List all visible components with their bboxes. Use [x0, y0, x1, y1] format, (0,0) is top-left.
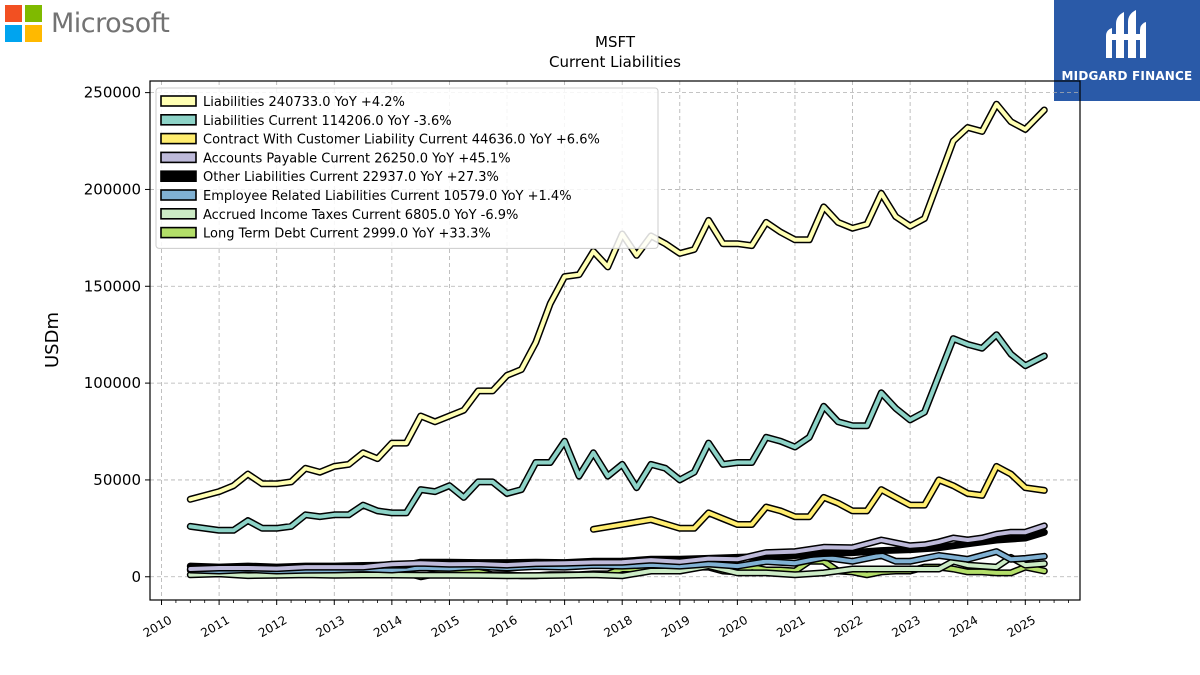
x-tick-label: 2013: [314, 613, 347, 640]
company-logo: Microsoft: [5, 5, 170, 42]
x-tick-label: 2023: [889, 613, 922, 640]
y-tick-label: 250000: [84, 84, 141, 102]
legend-label: Accrued Income Taxes Current 6805.0 YoY …: [203, 208, 518, 223]
legend-label: Contract With Customer Liability Current…: [203, 133, 600, 148]
y-tick-label: 0: [131, 568, 141, 586]
y-tick-label: 50000: [93, 471, 141, 489]
series-outline-1: [186, 331, 1048, 534]
publisher-name: MIDGARD FINANCE: [1061, 69, 1193, 83]
legend-swatch: [160, 226, 197, 239]
legend-swatch: [160, 208, 197, 220]
legend-label: Other Liabilities Current 22937.0 YoY +2…: [203, 170, 499, 185]
y-axis-label: USDm: [42, 312, 63, 368]
x-tick-label: 2022: [832, 613, 865, 640]
x-tick-label: 2012: [256, 613, 289, 640]
x-tick-label: 2016: [486, 613, 519, 640]
series-line-1: [188, 332, 1047, 533]
x-tick-label: 2015: [429, 613, 462, 640]
x-tick-label: 2018: [601, 613, 634, 640]
legend-swatch: [160, 170, 197, 182]
x-tick-label: 2024: [947, 613, 980, 640]
legend-label: Accounts Payable Current 26250.0 YoY +45…: [203, 151, 511, 166]
y-tick-label: 200000: [84, 180, 141, 198]
legend-label: Employee Related Liabilities Current 105…: [203, 189, 572, 204]
legend-swatch: [160, 95, 197, 107]
chart-subtitle: Current Liabilities: [549, 53, 681, 71]
legend-label: Liabilities 240733.0 YoY +4.2%: [203, 95, 405, 110]
plot-frame: [149, 80, 1081, 601]
x-tick-label: 2025: [1005, 613, 1038, 640]
x-tick-label: 2020: [717, 613, 750, 640]
company-name: Microsoft: [51, 8, 170, 39]
series-line-3: [188, 523, 1047, 571]
legend-swatch: [160, 189, 197, 201]
legend-swatch: [160, 132, 197, 145]
legend: Liabilities 240733.0 YoY +4.2% Liabilitie…: [155, 87, 659, 249]
series-line-2: [591, 464, 1047, 532]
legend-box: [155, 87, 659, 249]
x-tick-label: 2019: [659, 613, 692, 640]
x-tick-label: 2011: [198, 613, 231, 640]
y-tick-label: 150000: [84, 277, 141, 295]
microsoft-windows-icon: [5, 5, 42, 42]
legend-label: Liabilities Current 114206.0 YoY -3.6%: [203, 114, 452, 129]
x-tick-label: 2014: [371, 613, 404, 640]
legend-swatch: [160, 114, 197, 126]
chart-title: MSFT: [595, 33, 636, 51]
series-line-6: [188, 555, 1047, 578]
y-tick-label: 100000: [84, 374, 141, 392]
x-tick-label: 2017: [544, 613, 577, 640]
series-outline-2: [589, 462, 1048, 533]
legend-label: Long Term Debt Current 2999.0 YoY +33.3%: [203, 227, 491, 242]
publisher-logo: MIDGARD FINANCE: [1054, 0, 1200, 101]
x-tick-label: 2021: [774, 613, 807, 640]
x-tick-label: 2010: [141, 613, 174, 640]
midgard-mark-icon: [1106, 10, 1146, 58]
legend-swatch: [160, 151, 197, 164]
